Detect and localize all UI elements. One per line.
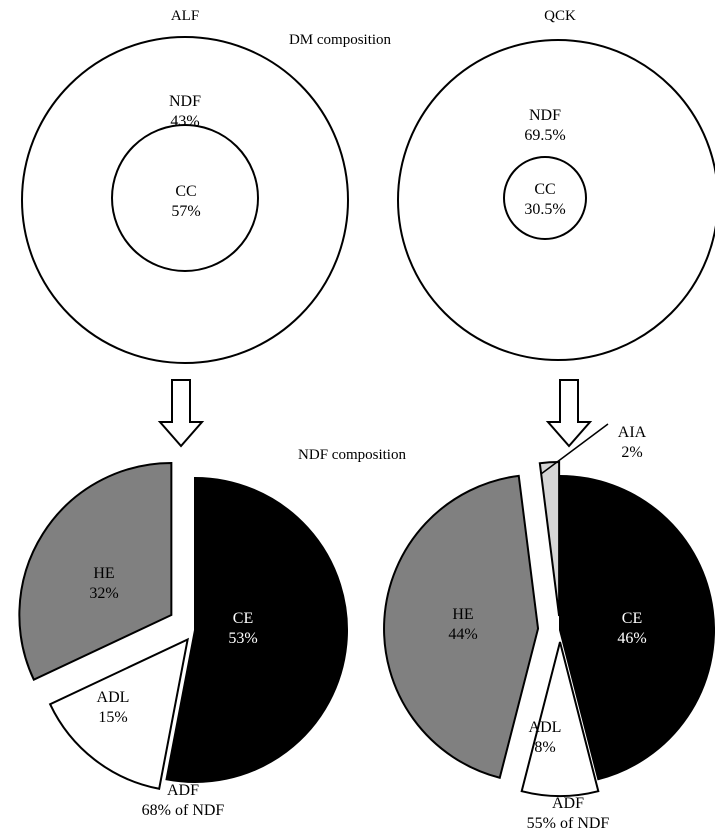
qck-ce-name: CE: [622, 610, 642, 627]
alf-cc-inner-circle: [111, 124, 259, 272]
alf-adl-slice: [48, 637, 189, 790]
dm-composition-title: DM composition: [289, 32, 392, 48]
qck-adf-annotation-line1: ADF: [552, 795, 584, 812]
qck-he-name: HE: [452, 606, 473, 623]
qck-cc-value: 30.5%: [524, 201, 565, 218]
ndf-composition-title: NDF composition: [298, 447, 406, 463]
qck-ndf-name: NDF: [529, 107, 561, 124]
qck-down-arrow-icon: [545, 379, 593, 448]
alf-he-value: 32%: [89, 585, 118, 602]
qck-label: QCK: [544, 8, 576, 24]
qck-he-slice: [383, 474, 540, 779]
alf-label: ALF: [171, 8, 199, 24]
alf-ce-value: 53%: [228, 630, 257, 647]
alf-adl-value: 15%: [98, 709, 127, 726]
alf-ce-name: CE: [233, 610, 253, 627]
qck-ndf-pie: [383, 461, 715, 797]
qck-ce-slice: [559, 474, 715, 781]
qck-aia-slice: [538, 461, 561, 617]
qck-ndf-value: 69.5%: [524, 127, 565, 144]
qck-adf-annotation-line2: 55% of NDF: [527, 815, 610, 832]
alf-he-slice: [18, 461, 173, 682]
qck-ce-value: 46%: [617, 630, 646, 647]
alf-cc-value: 57%: [171, 203, 200, 220]
qck-adl-value: 8%: [534, 739, 555, 756]
qck-aia-value: 2%: [621, 444, 642, 461]
alf-ndf-value: 43%: [170, 113, 199, 130]
alf-ndf-name: NDF: [169, 93, 201, 110]
qck-aia-name: AIA: [618, 424, 647, 441]
qck-adl-slice: [520, 641, 600, 797]
qck-cc-inner-circle: [503, 156, 587, 240]
qck-cc-name: CC: [534, 181, 555, 198]
alf-down-arrow-icon: [157, 379, 205, 448]
alf-adf-annotation-line2: 68% of NDF: [142, 802, 225, 819]
alf-he-name: HE: [93, 565, 114, 582]
alf-cc-name: CC: [175, 183, 196, 200]
alf-adf-annotation-line1: ADF: [167, 782, 199, 799]
alf-ce-slice: [165, 476, 348, 783]
qck-he-value: 44%: [448, 626, 477, 643]
qck-aia-leader-line: [540, 423, 609, 475]
alf-adl-name: ADL: [97, 689, 130, 706]
alf-ndf-pie: [18, 461, 348, 790]
qck-adl-name: ADL: [529, 719, 562, 736]
